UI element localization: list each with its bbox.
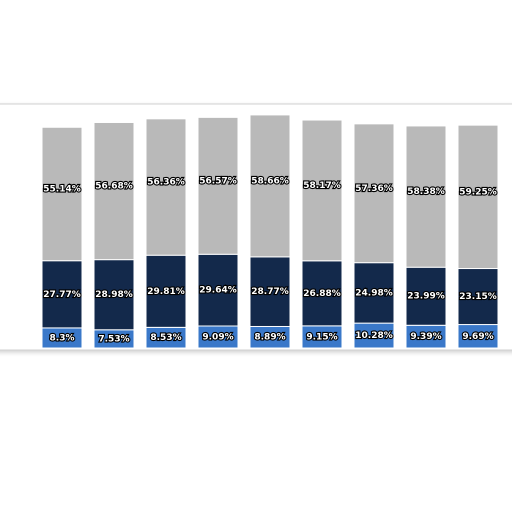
bar-segment bbox=[41, 126, 83, 262]
bar-segment bbox=[353, 123, 395, 264]
data-label: 58.17% bbox=[303, 181, 341, 191]
data-label: 9.15% bbox=[306, 332, 337, 342]
bar-segment bbox=[457, 124, 499, 270]
data-label: 55.14% bbox=[43, 184, 81, 194]
data-label: 29.64% bbox=[199, 286, 237, 296]
bar-segment bbox=[197, 253, 239, 327]
bar-segment bbox=[353, 322, 395, 349]
bar-segment bbox=[249, 114, 291, 258]
data-label: 9.69% bbox=[462, 332, 493, 342]
data-label: 7.53% bbox=[98, 334, 129, 344]
data-label: 8.53% bbox=[150, 333, 181, 343]
data-label: 59.25% bbox=[459, 187, 497, 197]
bar-segment bbox=[197, 116, 239, 255]
bar-segment bbox=[249, 256, 291, 327]
data-label: 28.77% bbox=[251, 287, 289, 297]
bar-segment bbox=[41, 260, 83, 329]
data-label: 27.77% bbox=[43, 290, 81, 300]
data-label: 26.88% bbox=[303, 289, 341, 299]
bar-segment bbox=[93, 259, 135, 331]
data-label: 8.89% bbox=[254, 333, 285, 343]
data-label: 56.57% bbox=[199, 176, 237, 186]
bar-segment bbox=[301, 119, 343, 262]
data-label: 24.98% bbox=[355, 288, 393, 298]
bar-segment bbox=[457, 268, 499, 326]
bar-segment bbox=[145, 118, 187, 256]
data-label: 56.36% bbox=[147, 178, 185, 188]
data-label: 8.3% bbox=[50, 333, 75, 343]
data-label: 23.15% bbox=[459, 292, 497, 302]
data-label: 9.09% bbox=[202, 333, 233, 343]
data-label: 28.98% bbox=[95, 290, 133, 300]
data-label: 10.28% bbox=[355, 331, 393, 341]
data-label: 56.68% bbox=[95, 182, 133, 192]
data-label: 58.66% bbox=[251, 176, 289, 186]
data-label: 57.36% bbox=[355, 184, 393, 194]
bar-segment bbox=[405, 125, 447, 268]
bar-segment bbox=[93, 121, 135, 261]
data-label: 29.81% bbox=[147, 287, 185, 297]
bar-segment bbox=[145, 254, 187, 328]
data-label: 9.39% bbox=[410, 332, 441, 342]
bar-segment bbox=[353, 262, 395, 324]
data-label: 58.38% bbox=[407, 187, 445, 197]
bar-segment bbox=[301, 260, 343, 327]
data-label: 23.99% bbox=[407, 292, 445, 302]
